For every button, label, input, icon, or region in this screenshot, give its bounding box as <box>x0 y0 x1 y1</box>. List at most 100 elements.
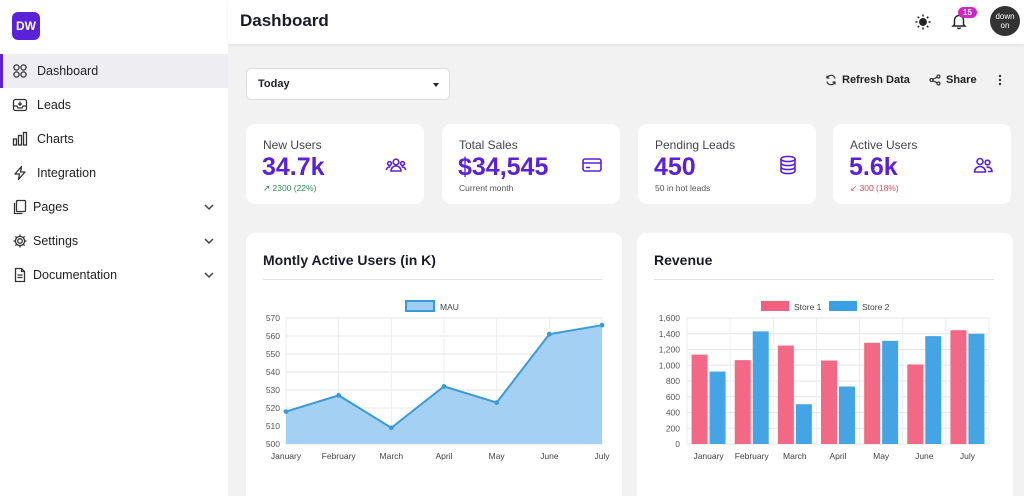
gear-icon <box>12 233 28 249</box>
y-tick-label: 510 <box>266 421 280 431</box>
mau-area-chart: 500 510 520 530 540 550 560 570 January February M… <box>266 300 610 461</box>
x-tick-label: April <box>435 451 452 461</box>
documents-icon <box>12 199 28 215</box>
refresh-icon <box>826 74 836 86</box>
bar-store-1 <box>691 354 708 444</box>
data-point <box>441 384 447 389</box>
sidebar-nav: Dashboard Leads Charts Integration Pages <box>0 54 228 292</box>
x-tick-label: June <box>915 451 934 461</box>
bar-store-2 <box>795 404 812 444</box>
avatar[interactable]: down on <box>990 6 1020 36</box>
chevron-down-icon[interactable] <box>202 234 216 248</box>
inbox-icon <box>12 97 28 113</box>
more-vertical-icon[interactable] <box>994 73 1006 87</box>
stat-value: 34.7k <box>262 153 325 181</box>
x-tick-label: July <box>594 451 610 461</box>
y-tick-label: 500 <box>266 439 280 449</box>
data-point <box>336 393 342 398</box>
share-label: Share <box>946 74 977 86</box>
page-title: Dashboard <box>240 11 329 30</box>
document-icon <box>12 267 28 283</box>
stat-label: Pending Leads <box>655 138 736 152</box>
sidebar-item-label: Dashboard <box>37 64 99 78</box>
stat-card-total-sales: Total Sales $34,545 Current month <box>442 124 620 204</box>
bar-chart-icon <box>12 131 28 147</box>
legend-label: Store 1 <box>794 302 822 312</box>
bar-store-1 <box>950 330 967 444</box>
users-group-icon <box>385 158 407 172</box>
caret-down-icon <box>433 83 439 87</box>
avatar-text: down <box>995 12 1015 21</box>
y-tick-label: 400 <box>666 408 680 418</box>
x-tick-label: June <box>540 451 559 461</box>
refresh-data-label: Refresh Data <box>842 74 910 86</box>
database-icon <box>780 155 796 175</box>
sidebar-item-charts[interactable]: Charts <box>0 122 228 156</box>
x-tick-label: May <box>489 451 506 461</box>
stat-value: 450 <box>654 153 696 181</box>
legend-swatch <box>829 301 857 311</box>
bar-store-1 <box>864 342 881 444</box>
x-tick-label: March <box>783 451 807 461</box>
date-range-select[interactable]: Today <box>246 68 450 100</box>
notification-badge: 15 <box>958 7 977 18</box>
sun-icon[interactable] <box>914 13 932 31</box>
y-tick-label: 1,000 <box>659 360 681 370</box>
bar-store-2 <box>839 386 855 444</box>
sidebar-item-label: Documentation <box>33 268 118 282</box>
users-icon <box>973 157 993 173</box>
share-button[interactable]: Share <box>929 74 977 86</box>
bar-store-2 <box>882 340 899 444</box>
sidebar-item-dashboard[interactable]: Dashboard <box>0 54 228 88</box>
y-tick-label: 530 <box>266 385 280 395</box>
revenue-bar-chart: 0 200 400 600 800 1,000 1,200 1,400 1,600 January… <box>659 301 990 461</box>
divider <box>654 279 994 280</box>
y-tick-label: 520 <box>266 403 280 413</box>
mau-chart-panel: Montly Active Users (in K) 500 510 520 530 5… <box>246 233 622 496</box>
chart-title: Revenue <box>654 252 713 268</box>
chart-title: Montly Active Users (in K) <box>263 252 436 268</box>
bar-store-1 <box>821 360 837 444</box>
data-point <box>388 425 394 431</box>
grid-icon <box>12 63 28 79</box>
stat-label: New Users <box>263 138 322 152</box>
bar-store-2 <box>752 331 769 444</box>
stat-label: Total Sales <box>459 138 518 152</box>
stat-description: Current month <box>459 183 514 193</box>
bar-store-2 <box>968 333 985 444</box>
bar-store-2 <box>709 371 726 444</box>
y-tick-label: 200 <box>666 423 680 433</box>
y-tick-label: 0 <box>675 439 680 449</box>
chevron-down-icon[interactable] <box>202 268 216 282</box>
app-logo[interactable]: DW <box>12 12 40 40</box>
stat-description: 50 in hot leads <box>655 183 711 193</box>
y-tick-label: 1,200 <box>659 345 681 355</box>
sidebar-item-pages[interactable]: Pages <box>0 190 228 224</box>
bar-store-1 <box>777 345 794 444</box>
y-tick-label: 800 <box>666 376 680 386</box>
avatar-text: on <box>1000 21 1010 30</box>
stat-card-new-users: New Users 34.7k ↗ 2300 (22%) <box>246 124 424 204</box>
sidebar-item-leads[interactable]: Leads <box>0 88 228 122</box>
sidebar-item-settings[interactable]: Settings <box>0 224 228 258</box>
sidebar-item-integration[interactable]: Integration <box>0 156 228 190</box>
sidebar-item-label: Leads <box>37 98 72 112</box>
mau-area <box>286 325 602 444</box>
y-tick-label: 560 <box>266 331 280 341</box>
x-tick-label: April <box>829 451 846 461</box>
stat-value: 5.6k <box>849 153 898 181</box>
legend-label: MAU <box>440 302 459 312</box>
sidebar-item-documentation[interactable]: Documentation <box>0 258 228 292</box>
bar-store-1 <box>734 360 751 444</box>
y-tick-label: 600 <box>666 392 680 402</box>
x-tick-label: January <box>693 451 724 461</box>
y-tick-label: 1,600 <box>659 313 681 323</box>
data-point <box>546 331 552 337</box>
refresh-data-button[interactable]: Refresh Data <box>825 74 910 86</box>
revenue-chart-panel: Revenue 0 200 400 600 800 1,000 1,200 1,400 1,60… <box>637 233 1013 496</box>
x-tick-label: January <box>271 451 302 461</box>
chevron-down-icon[interactable] <box>202 200 216 214</box>
legend-label: Store 2 <box>862 302 890 312</box>
data-point <box>283 409 289 414</box>
stat-card-active-users: Active Users 5.6k ↙ 300 (18%) <box>833 124 1011 204</box>
